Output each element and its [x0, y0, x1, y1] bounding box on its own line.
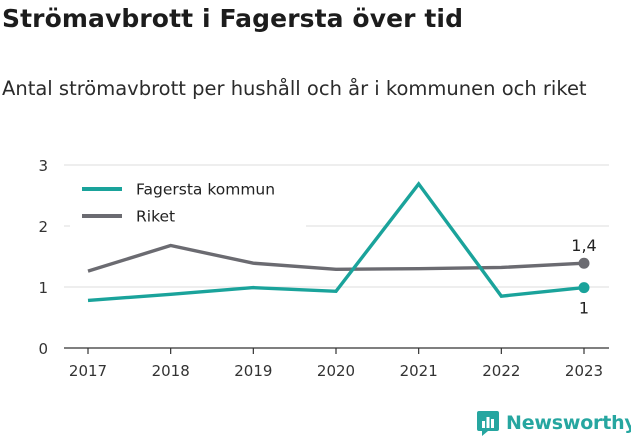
x-tick-label: 2023 — [565, 362, 603, 380]
legend-background — [70, 174, 306, 230]
end-value-label: 1 — [579, 299, 589, 318]
x-tick-label: 2020 — [317, 362, 355, 380]
line-chart: 0 1 2 3 2017 2018 2019 2020 2021 2022 2023 Fagerst… — [38, 157, 609, 380]
y-tick-label: 2 — [38, 218, 48, 236]
newsworthy-brand: Newsworthy — [476, 408, 631, 438]
y-tick-label: 3 — [38, 157, 48, 175]
x-tick-label: 2019 — [234, 362, 272, 380]
end-point — [578, 257, 590, 269]
bar-chart-icon — [477, 411, 499, 436]
chart-title: Strömavbrott i Fagersta över tid — [2, 4, 464, 33]
legend: Fagersta kommun Riket — [70, 174, 306, 230]
legend-label: Fagersta kommun — [136, 181, 275, 199]
legend-label: Riket — [136, 208, 175, 226]
series-line — [87, 181, 585, 303]
data-labels: 11,4 — [571, 236, 596, 317]
chart-subtitle: Antal strömavbrott per hushåll och år i … — [2, 77, 587, 100]
end-point — [578, 282, 590, 294]
x-tick-label: 2018 — [152, 362, 190, 380]
x-tick-label: 2017 — [69, 362, 107, 380]
series-line — [87, 243, 585, 273]
brand-name: Newsworthy — [506, 412, 631, 434]
y-tick-label: 1 — [38, 279, 48, 297]
axes: 0 1 2 3 2017 2018 2019 2020 2021 2022 2023 — [38, 157, 609, 380]
y-tick-label: 0 — [38, 340, 48, 358]
series-lines — [87, 181, 590, 303]
x-tick-label: 2021 — [400, 362, 438, 380]
x-tick-label: 2022 — [482, 362, 520, 380]
end-value-label: 1,4 — [571, 236, 596, 255]
